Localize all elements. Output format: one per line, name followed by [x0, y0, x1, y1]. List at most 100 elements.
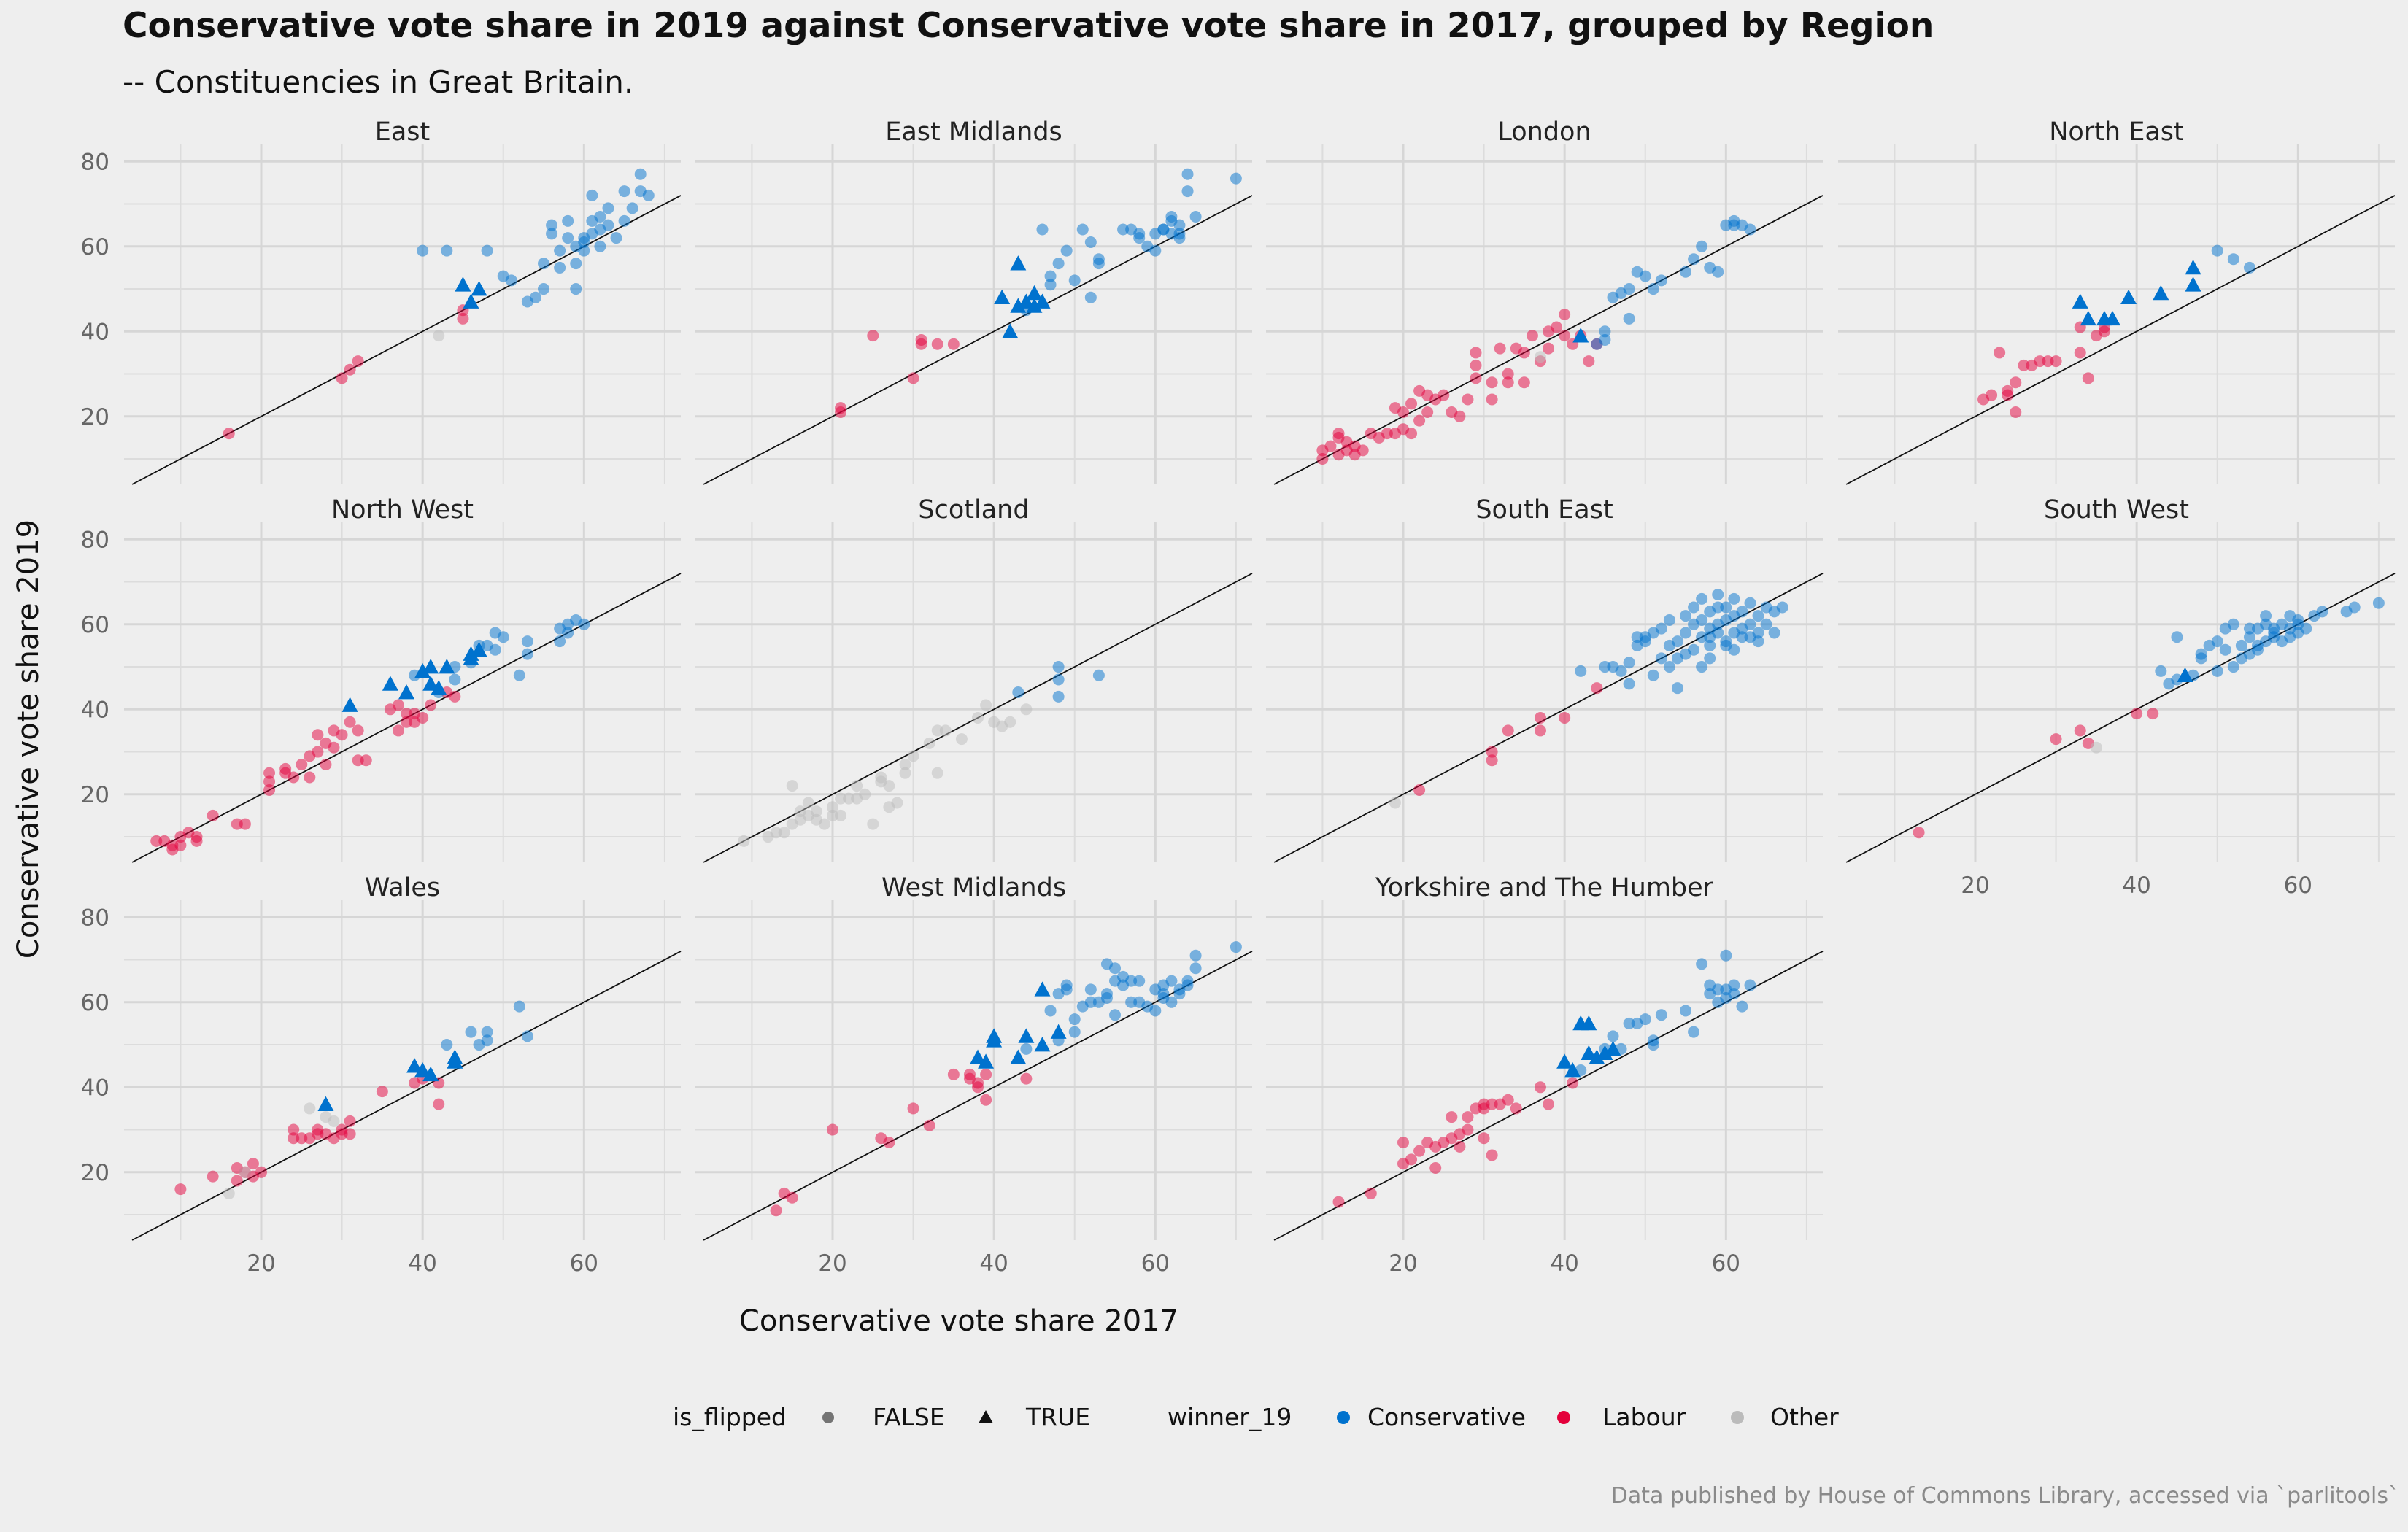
data-point-triangle [1026, 298, 1043, 313]
data-point-circle [1510, 1102, 1522, 1115]
data-point-circle [344, 363, 356, 376]
data-point-circle [634, 168, 647, 180]
data-point-circle [602, 202, 614, 214]
data-point-circle [1462, 1123, 1474, 1136]
data-point-circle [1189, 211, 1202, 223]
data-point-circle [1744, 618, 1756, 630]
data-point-circle [1125, 975, 1138, 987]
data-point-triangle [2153, 285, 2169, 301]
panel-title: London [1497, 117, 1591, 147]
data-point-circle [1084, 983, 1097, 996]
data-point-circle [1486, 393, 1498, 406]
data-point-circle [602, 219, 614, 231]
data-point-circle [433, 330, 445, 342]
x-tick-label: 40 [2122, 873, 2150, 899]
data-point-circle [1092, 253, 1105, 266]
data-point-circle [1526, 330, 1538, 342]
data-point-circle [2010, 376, 2022, 389]
data-point-circle [907, 1102, 919, 1115]
data-point-circle [1429, 1161, 1442, 1174]
data-point-circle [2284, 631, 2296, 643]
data-point-circle [1173, 232, 1186, 244]
data-point-circle [586, 189, 598, 201]
data-point-circle [1454, 1140, 1466, 1153]
data-point-triangle [1572, 328, 1589, 343]
data-point-circle [851, 780, 863, 792]
data-point-circle [2243, 631, 2255, 643]
data-point-circle [1381, 428, 1393, 440]
x-tick-label: 20 [1961, 873, 1989, 899]
data-point-circle [1462, 393, 1474, 406]
data-point-circle [1752, 627, 1764, 639]
data-point-circle [1696, 958, 1708, 970]
data-point-circle [2316, 606, 2328, 618]
data-point-circle [1189, 949, 1202, 962]
data-point-circle [1559, 711, 1571, 724]
data-point-circle [174, 839, 187, 851]
data-point-circle [2227, 618, 2239, 630]
data-point-circle [392, 724, 404, 737]
legend-other-dot-icon [1731, 1411, 1744, 1424]
data-point-circle [231, 1175, 243, 1187]
data-point-circle [562, 214, 574, 227]
data-point-circle [417, 244, 429, 257]
data-point-triangle [414, 1062, 431, 1078]
data-point-circle [1413, 784, 1426, 796]
data-point-triangle [1034, 1037, 1051, 1052]
data-point-circle [1534, 351, 1546, 363]
data-point-circle [554, 635, 566, 648]
data-point-triangle [986, 1028, 1003, 1043]
data-point-circle [1020, 703, 1033, 716]
data-point-circle [2090, 741, 2102, 754]
data-point-circle [336, 372, 348, 384]
data-point-circle [1189, 962, 1202, 975]
data-point-circle [1704, 631, 1716, 643]
data-point-circle [883, 1137, 895, 1149]
data-point-triangle [422, 676, 439, 691]
data-point-circle [538, 283, 550, 295]
reference-line [1273, 195, 1824, 485]
data-point-triangle [471, 641, 487, 657]
data-point-circle [1486, 1149, 1498, 1161]
data-point-circle [449, 673, 461, 686]
data-point-circle [1068, 274, 1081, 287]
data-point-circle [1462, 1111, 1474, 1123]
legend-labour-dot-icon [1557, 1411, 1570, 1424]
data-point-circle [1680, 1005, 1692, 1017]
data-point-circle [899, 767, 911, 779]
data-point-circle [1454, 410, 1466, 422]
data-point-circle [1100, 988, 1113, 1000]
data-point-circle [546, 228, 558, 240]
data-point-circle [1173, 983, 1186, 996]
data-point-circle [835, 809, 847, 821]
panel-title: East [375, 117, 431, 147]
data-point-circle [939, 724, 952, 737]
legend-circle-icon [822, 1412, 834, 1423]
data-point-circle [2195, 648, 2207, 660]
data-point-circle [2098, 325, 2110, 338]
y-tick-label: 40 [81, 319, 109, 345]
data-point-triangle [1597, 1045, 1613, 1061]
data-point-circle [441, 244, 453, 257]
panel-title: East Midlands [885, 117, 1062, 147]
data-point-circle [1696, 614, 1708, 626]
data-point-triangle [1556, 1053, 1573, 1069]
data-point-triangle [2185, 276, 2201, 292]
y-tick-label: 80 [81, 149, 109, 175]
data-point-circle [304, 771, 316, 784]
data-point-circle [1663, 614, 1675, 626]
data-point-circle [1012, 686, 1024, 698]
data-point-circle [907, 750, 919, 762]
data-point-circle [1052, 690, 1065, 703]
data-point-circle [1671, 682, 1683, 695]
data-point-circle [1502, 376, 1514, 389]
data-point-circle [1486, 754, 1498, 767]
data-point-circle [1623, 1017, 1635, 1029]
reference-line [131, 951, 682, 1241]
data-point-circle [642, 189, 655, 201]
data-point-circle [923, 1119, 935, 1131]
data-point-circle [1438, 389, 1450, 401]
data-point-circle [1109, 1009, 1122, 1021]
x-axis-label: Conservative vote share 2017 [739, 1304, 1178, 1338]
data-point-circle [2243, 622, 2255, 635]
